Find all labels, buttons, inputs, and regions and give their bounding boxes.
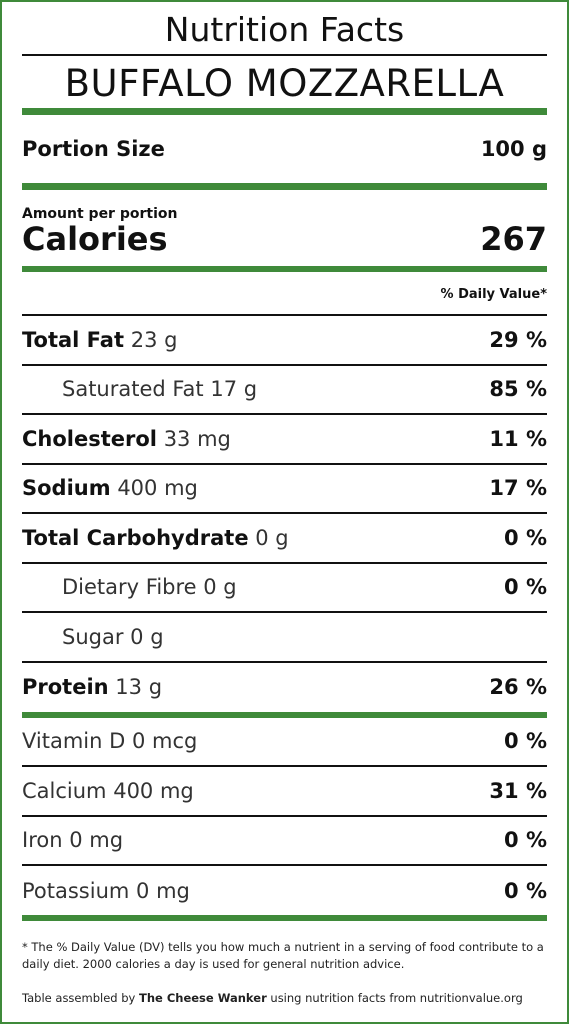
dv-header: % Daily Value* — [22, 272, 547, 316]
daily-value: 0 % — [504, 525, 547, 550]
calories-block: Amount per portion Calories 267 — [22, 190, 547, 266]
nutrient-amount: 0 mcg — [131, 729, 198, 754]
nutrient-name: Dietary Fibre — [62, 575, 197, 600]
nutrient-row: Cholesterol 33 mg 11 % — [22, 415, 547, 465]
daily-value: 0 % — [504, 575, 547, 600]
nutrient-label: Potassium 0 mg — [22, 879, 190, 903]
nutrient-name: Saturated Fat — [62, 377, 204, 402]
credit-author: The Cheese Wanker — [139, 991, 267, 1005]
daily-value: 0 % — [504, 878, 547, 903]
footnote: * The % Daily Value (DV) tells you how m… — [22, 940, 544, 971]
credit-prefix: Table assembled by — [22, 991, 136, 1005]
nutrient-amount: 13 g — [115, 675, 163, 699]
nutrient-amount: 0 g — [130, 624, 164, 649]
nutrient-amount: 23 g — [130, 327, 178, 352]
nutrient-name: Protein — [22, 675, 109, 699]
nutrient-amount: 400 mg — [117, 476, 198, 501]
daily-value: 0 % — [504, 828, 547, 853]
calories-value: 267 — [480, 220, 547, 258]
nutrient-label: Total Carbohydrate 0 g — [22, 526, 289, 550]
divider — [22, 711, 547, 718]
title: Nutrition Facts — [22, 2, 547, 56]
nutrient-label: Cholesterol 33 mg — [22, 427, 231, 451]
daily-value: 29 % — [489, 327, 547, 352]
amount-caption: Amount per portion — [22, 206, 178, 222]
daily-value: 26 % — [489, 675, 547, 699]
nutrient-amount: 0 mg — [69, 828, 124, 853]
nutrient-label: Vitamin D 0 mcg — [22, 729, 197, 753]
nutrient-name: Potassium — [22, 878, 130, 903]
divider — [22, 915, 547, 921]
portion-value: 100 g — [480, 137, 547, 161]
daily-value: 17 % — [489, 476, 547, 501]
nutrient-name: Cholesterol — [22, 426, 157, 451]
nutrient-amount: 33 mg — [163, 426, 231, 451]
nutrient-label: Total Fat 23 g — [22, 328, 177, 352]
nutrient-amount: 0 g — [255, 525, 289, 550]
nutrient-label: Iron 0 mg — [22, 828, 123, 852]
nutrient-label: Sugar 0 g — [22, 625, 164, 649]
nutrient-name: Sodium — [22, 476, 111, 501]
daily-value: 11 % — [489, 426, 547, 451]
nutrient-row: Iron 0 mg 0 % — [22, 817, 547, 866]
nutrient-amount: 17 g — [210, 377, 258, 402]
credit: Table assembled by The Cheese Wanker usi… — [22, 973, 547, 1005]
daily-value: 31 % — [489, 778, 547, 803]
calories-label: Calories — [22, 220, 168, 258]
nutrient-row: Protein 13 g 26 % — [22, 663, 547, 712]
nutrient-row: Dietary Fibre 0 g 0 % — [22, 564, 547, 613]
nutrient-name: Calcium — [22, 778, 107, 803]
divider — [22, 108, 547, 115]
nutrient-row: Total Fat 23 g 29 % — [22, 316, 547, 366]
nutrient-name: Vitamin D — [22, 729, 126, 754]
portion-label: Portion Size — [22, 137, 165, 161]
nutrient-label: Sodium 400 mg — [22, 476, 198, 500]
nutrient-name: Sugar — [62, 624, 124, 649]
daily-value: 85 % — [489, 377, 547, 402]
nutrient-name: Total Carbohydrate — [22, 525, 249, 550]
nutrient-name: Iron — [22, 828, 63, 853]
nutrient-label: Protein 13 g — [22, 675, 162, 699]
credit-suffix: using nutrition facts from nutritionvalu… — [270, 991, 523, 1005]
nutrient-row: Calcium 400 mg 31 % — [22, 767, 547, 817]
nutrient-amount: 0 g — [203, 575, 237, 600]
divider — [22, 183, 547, 190]
nutrient-row: Potassium 0 mg 0 % — [22, 866, 547, 915]
nutrient-row: Sugar 0 g — [22, 613, 547, 663]
nutrient-name: Total Fat — [22, 327, 125, 352]
nutrient-label: Calcium 400 mg — [22, 779, 194, 803]
nutrient-row: Vitamin D 0 mcg 0 % — [22, 718, 547, 767]
nutrient-amount: 400 mg — [113, 778, 194, 803]
divider — [22, 266, 547, 272]
product-name: BUFFALO MOZZARELLA — [64, 62, 505, 105]
nutrient-row: Saturated Fat 17 g 85 % — [22, 366, 547, 415]
nutrient-label: Dietary Fibre 0 g — [22, 575, 237, 599]
nutrient-row: Sodium 400 mg 17 % — [22, 465, 547, 514]
portion-row: Portion Size 100 g — [22, 115, 547, 183]
nutrient-row: Total Carbohydrate 0 g 0 % — [22, 514, 547, 564]
nutrient-label: Saturated Fat 17 g — [22, 377, 257, 401]
nutrient-amount: 0 mg — [136, 878, 190, 903]
daily-value: 0 % — [504, 729, 547, 754]
